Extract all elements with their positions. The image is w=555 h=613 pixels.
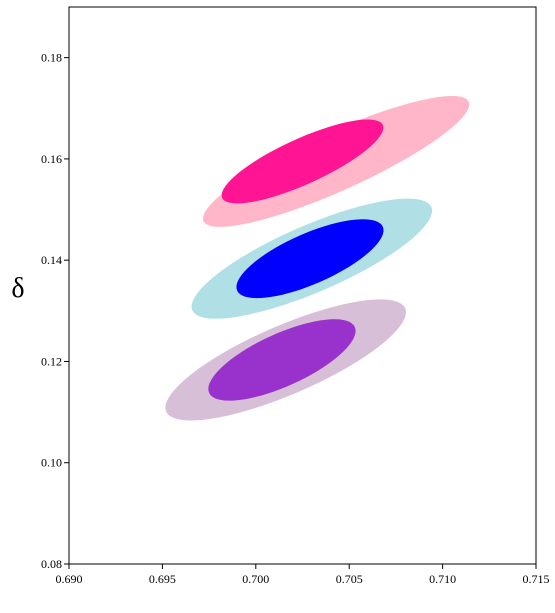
series-2-inner-region	[236, 219, 384, 299]
series-1	[202, 95, 470, 227]
x-tick-label: 0.695	[149, 572, 176, 586]
series-1-inner-region	[221, 119, 384, 204]
x-axis-ticks: 0.690 0.695 0.700 0.705 0.710 0.715	[56, 564, 550, 586]
confidence-regions	[165, 95, 470, 421]
series-3	[165, 299, 406, 421]
plot-frame	[68, 6, 537, 565]
y-axis-ticks: 0.08 0.10 0.12 0.14 0.16 0.18	[41, 51, 69, 571]
x-tick-label: 0.705	[336, 572, 363, 586]
x-tick-label: 0.710	[429, 572, 456, 586]
y-tick-label: 0.12	[41, 354, 62, 368]
y-tick-label: 0.16	[41, 152, 62, 166]
x-tick-label: 0.690	[56, 572, 83, 586]
series-2	[191, 198, 433, 319]
y-tick-label: 0.08	[41, 557, 62, 571]
y-tick-label: 0.10	[41, 456, 62, 470]
x-tick-label: 0.715	[523, 572, 550, 586]
x-tick-label: 0.700	[242, 572, 269, 586]
series-3-inner-region	[208, 319, 356, 401]
y-tick-label: 0.14	[41, 253, 62, 267]
y-axis-label: δ	[11, 273, 24, 304]
y-tick-label: 0.18	[41, 51, 62, 65]
